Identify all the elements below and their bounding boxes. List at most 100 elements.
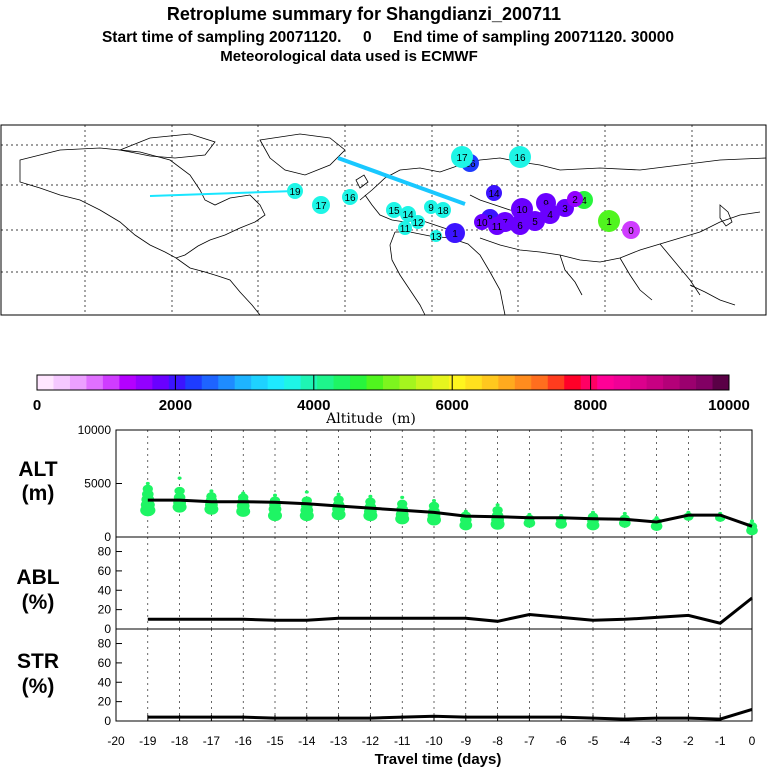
colorbar-cell [333,375,351,390]
altitude-point [400,495,405,500]
colorbar-cell [597,375,615,390]
colorbar-cell [514,375,532,390]
y-tick-label: 20 [98,695,112,709]
plume-puff [567,191,583,207]
plume-puff [342,189,358,205]
y-tick-label: 40 [98,675,112,689]
abl-label: ABL [16,566,59,589]
colorbar-cell [646,375,664,390]
plume-day-label: 11 [400,224,411,235]
colorbar-cell [37,375,54,390]
x-tick-label: -19 [139,734,157,748]
abl-unit: (%) [22,591,55,614]
retroplume-track: 1491014161716181419171615913121118765432… [149,146,640,243]
x-tick-label: -11 [394,734,411,748]
plume-puff [312,196,330,214]
altitude-point [177,476,182,480]
altitude-point [241,491,246,495]
plume-day-label: 9 [543,199,549,210]
colorbar-cell [251,375,269,390]
plume-puff [540,204,560,224]
abl-panel: ABL (%) 0 20 40 60 80 [16,536,753,636]
plume-puff [509,146,531,168]
colorbar-cell [399,375,417,390]
plume-day-label: 2 [572,195,578,206]
colorbar-cell [630,375,648,390]
plume-puff [287,183,303,199]
x-tick-label: -10 [425,734,443,748]
x-tick-label: -13 [330,734,348,748]
plume-puff [400,206,416,222]
altitude-point [750,519,754,523]
plume-puff [445,223,465,243]
x-tick-label: -14 [298,734,316,748]
x-tick-label: -6 [556,734,567,748]
colorbar-cell [168,375,186,390]
colorbar-cell [102,375,120,390]
plume-day-label: 1 [452,229,458,240]
plume-puff [435,202,451,218]
plume-day-label: 13 [430,232,442,243]
x-tick-label: -4 [619,734,630,748]
plume-day-label: 18 [437,206,449,217]
plume-puff [386,202,402,218]
str-series-line [147,707,753,721]
str-plot: 0 20 40 60 80 [98,628,753,728]
altitude-point [304,490,309,494]
colorbar-cell [152,375,170,390]
altitude-point [686,510,691,514]
plume-puff [474,214,490,230]
plume-day-label: 16 [464,159,476,170]
str-unit: (%) [22,675,55,698]
altitude-point [174,486,185,496]
x-tick-label: -9 [460,734,471,748]
x-tick-label: -16 [235,734,253,748]
colorbar-cell [448,375,466,390]
altitude-point [591,510,595,514]
colorbar-cell [564,375,582,390]
plume-day-label: 10 [476,218,488,229]
plume-puff [488,217,506,235]
y-tick-label: 5000 [84,477,111,491]
plume-day-label: 19 [289,187,301,198]
colorbar-tick-label: 8000 [574,397,607,414]
plume-day-label: 14 [402,210,414,221]
alt-label: ALT [18,458,57,481]
plume-day-label: 16 [514,153,526,164]
y-tick-label: 20 [98,603,112,617]
colorbar-cell [465,375,483,390]
str-label: STR [17,650,59,673]
colorbar-cell [481,375,499,390]
plume-day-label: 17 [456,153,468,164]
altitude-point [142,484,153,494]
abl-plot: 0 20 40 60 80 [98,536,753,636]
y-tick-label: 80 [98,545,112,559]
plume-puff [430,230,442,242]
colorbar-cell [300,375,318,390]
x-tick-label: -18 [171,734,189,748]
altitude-point [336,492,341,496]
x-tick-label: -1 [715,734,726,748]
colorbar-cell [580,375,598,390]
colorbar-cell [712,375,730,390]
x-tick-label: 0 [749,734,756,748]
plume-day-label: 15 [388,206,400,217]
plume-puff [411,215,425,229]
plume-day-label: 5 [532,217,538,228]
plume-day-label: 10 [516,205,528,216]
plume-day-label: 11 [492,222,503,233]
plume-day-label: 9 [428,203,434,214]
alt-series-line [147,498,753,528]
colorbar-cell [696,375,714,390]
colorbar-cell [663,375,681,390]
plume-puff [424,200,438,214]
plume-day-label: 16 [344,193,356,204]
colorbar-cell [185,375,203,390]
altitude-point [463,509,468,513]
colorbar-tick-label: 0 [33,397,41,414]
altitude-point [145,481,150,486]
plume-puff [486,185,502,201]
plume-day-label: 3 [562,204,568,215]
altitude-point [397,499,408,508]
